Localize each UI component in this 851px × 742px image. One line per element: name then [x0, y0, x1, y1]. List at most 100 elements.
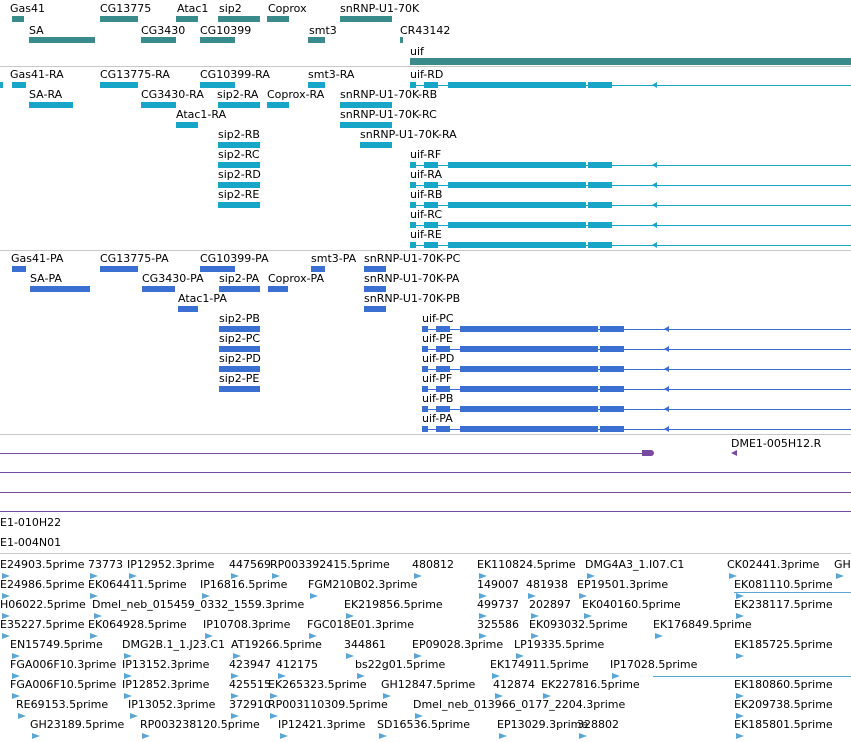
- uif-exon[interactable]: [448, 242, 470, 248]
- uif-exon[interactable]: [574, 386, 598, 392]
- uif-strand-arrow[interactable]: [652, 82, 657, 88]
- gene-feature-sa[interactable]: [29, 37, 95, 43]
- uif-exon[interactable]: [410, 82, 416, 88]
- uif-exon[interactable]: [436, 426, 450, 432]
- protein-feature[interactable]: [364, 306, 386, 312]
- est-feature[interactable]: [231, 673, 239, 679]
- clone-end-marker[interactable]: [642, 450, 654, 456]
- est-feature[interactable]: [346, 613, 354, 619]
- uif-exon[interactable]: [436, 406, 450, 412]
- transcript-feature[interactable]: [218, 182, 260, 188]
- gene-feature-gas41[interactable]: [12, 16, 24, 22]
- gene-feature-cg13775[interactable]: [100, 16, 138, 22]
- uif-exon[interactable]: [470, 162, 562, 168]
- est-feature[interactable]: [383, 693, 391, 699]
- est-feature[interactable]: [129, 573, 137, 579]
- est-feature[interactable]: [492, 673, 500, 679]
- uif-exon[interactable]: [460, 386, 482, 392]
- est-feature[interactable]: [736, 653, 744, 659]
- uif-exon[interactable]: [410, 242, 416, 248]
- uif-exon[interactable]: [482, 326, 574, 332]
- uif-exon[interactable]: [460, 326, 482, 332]
- est-feature[interactable]: [516, 653, 524, 659]
- uif-exon[interactable]: [562, 242, 586, 248]
- gene-feature-cg10399[interactable]: [200, 37, 235, 43]
- transcript-feature[interactable]: [218, 102, 260, 108]
- est-feature[interactable]: [357, 673, 365, 679]
- est-feature[interactable]: [836, 573, 844, 579]
- protein-feature[interactable]: [364, 266, 386, 272]
- protein-feature[interactable]: [30, 286, 90, 292]
- uif-exon[interactable]: [482, 366, 574, 372]
- uif-exon[interactable]: [410, 182, 416, 188]
- uif-exon[interactable]: [562, 162, 586, 168]
- est-feature[interactable]: [414, 573, 422, 579]
- est-feature[interactable]: [18, 713, 26, 719]
- est-feature[interactable]: [736, 713, 744, 719]
- clone-end-marker[interactable]: [731, 450, 737, 456]
- clone-line[interactable]: [0, 511, 851, 512]
- uif-intron-line[interactable]: [410, 185, 851, 186]
- uif-exon[interactable]: [448, 162, 470, 168]
- clone-line[interactable]: [0, 453, 650, 454]
- transcript-feature[interactable]: [308, 82, 325, 88]
- uif-exon[interactable]: [470, 202, 562, 208]
- uif-exon[interactable]: [482, 386, 574, 392]
- protein-feature[interactable]: [178, 306, 198, 312]
- uif-exon[interactable]: [460, 406, 482, 412]
- uif-strand-arrow[interactable]: [652, 162, 657, 168]
- est-feature[interactable]: [415, 713, 423, 719]
- transcript-feature[interactable]: [218, 162, 260, 168]
- est-feature[interactable]: [612, 673, 620, 679]
- est-feature[interactable]: [12, 653, 20, 659]
- est-feature[interactable]: [579, 733, 587, 739]
- uif-intron-line[interactable]: [410, 165, 851, 166]
- est-feature[interactable]: [202, 593, 210, 599]
- est-feature[interactable]: [94, 613, 102, 619]
- protein-feature[interactable]: [219, 366, 260, 372]
- est-feature[interactable]: [90, 633, 98, 639]
- uif-exon[interactable]: [410, 222, 416, 228]
- protein-feature[interactable]: [219, 386, 260, 392]
- transcript-feature[interactable]: [200, 82, 235, 88]
- uif-exon[interactable]: [600, 346, 624, 352]
- gene-feature-coprox[interactable]: [267, 16, 289, 22]
- est-feature[interactable]: [479, 593, 487, 599]
- uif-strand-arrow[interactable]: [652, 202, 657, 208]
- protein-feature[interactable]: [100, 266, 138, 272]
- uif-exon[interactable]: [588, 82, 612, 88]
- uif-exon[interactable]: [562, 202, 586, 208]
- uif-exon[interactable]: [410, 162, 416, 168]
- uif-intron-line[interactable]: [422, 389, 851, 390]
- est-feature[interactable]: [124, 693, 132, 699]
- uif-exon[interactable]: [424, 182, 438, 188]
- uif-exon[interactable]: [424, 242, 438, 248]
- protein-feature[interactable]: [12, 266, 26, 272]
- est-feature[interactable]: [272, 573, 280, 579]
- gene-feature-cg3430[interactable]: [141, 37, 176, 43]
- uif-exon[interactable]: [424, 202, 438, 208]
- uif-exon[interactable]: [600, 426, 624, 432]
- transcript-feature[interactable]: [12, 82, 26, 88]
- protein-feature[interactable]: [142, 286, 175, 292]
- uif-strand-arrow[interactable]: [652, 182, 657, 188]
- clone-line[interactable]: [0, 472, 851, 473]
- uif-strand-arrow[interactable]: [664, 406, 669, 412]
- uif-exon[interactable]: [424, 82, 438, 88]
- uif-exon[interactable]: [482, 346, 574, 352]
- uif-exon[interactable]: [470, 182, 562, 188]
- est-feature[interactable]: [584, 613, 592, 619]
- uif-intron-line[interactable]: [410, 245, 851, 246]
- transcript-feature[interactable]: [340, 122, 392, 128]
- est-feature[interactable]: [270, 713, 278, 719]
- uif-intron-line[interactable]: [410, 205, 851, 206]
- est-feature[interactable]: [579, 593, 587, 599]
- uif-exon[interactable]: [562, 222, 586, 228]
- est-feature[interactable]: [270, 693, 278, 699]
- uif-exon[interactable]: [436, 386, 450, 392]
- est-feature[interactable]: [499, 733, 507, 739]
- uif-exon[interactable]: [436, 366, 450, 372]
- protein-feature[interactable]: [219, 326, 260, 332]
- uif-exon[interactable]: [460, 346, 482, 352]
- est-feature[interactable]: [587, 573, 595, 579]
